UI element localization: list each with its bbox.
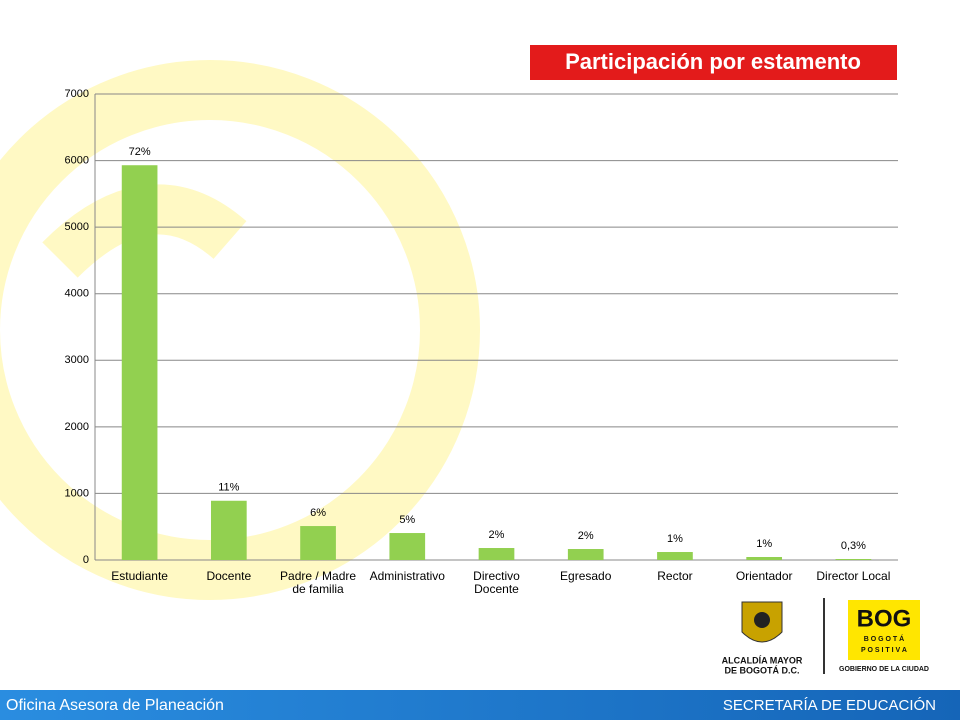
alcaldia-line: ALCALDÍA MAYOR (722, 655, 803, 665)
bar (567, 549, 604, 560)
data-label: 2% (489, 529, 505, 541)
bog-line: B O G O T Á (864, 634, 904, 643)
data-label: 1% (667, 533, 683, 545)
x-tick-label: Rector (657, 569, 692, 583)
x-tick-label: Director Local (816, 569, 890, 583)
data-label: 11% (218, 482, 239, 494)
footer-office: Oficina Asesora de Planeación (6, 697, 224, 714)
alcaldia-line: DE BOGOTÁ D.C. (724, 665, 799, 675)
data-label: 0,3% (841, 540, 866, 552)
bog: BOG (857, 605, 912, 632)
y-tick-label: 0 (83, 554, 89, 566)
logos: ALCALDÍA MAYOR DE BOGOTÁ D.C. BOG B O G … (722, 598, 929, 675)
x-tick-label: Docente (474, 582, 519, 596)
gobierno: GOBIERNO DE LA CIUDAD (839, 666, 929, 673)
bar (478, 548, 515, 560)
coat-eagle (754, 612, 770, 628)
x-tick-label: de familia (292, 582, 344, 596)
y-tick-label: 4000 (65, 288, 89, 300)
y-tick-label: 5000 (65, 221, 89, 233)
x-tick-label: Docente (206, 569, 251, 583)
bar (210, 500, 247, 560)
data-label: 72% (129, 146, 151, 158)
bar (835, 559, 872, 560)
data-label: 5% (399, 514, 415, 526)
bog-line: P O S I T I V A (861, 647, 907, 654)
x-tick-label: Egresado (560, 569, 612, 583)
y-tick-label: 7000 (65, 88, 89, 100)
x-tick-label: Padre / Madre (280, 569, 356, 583)
bog-box (848, 600, 920, 660)
y-tick-label: 2000 (65, 421, 89, 433)
bar (657, 552, 693, 560)
x-tick-label: Estudiante (111, 569, 168, 583)
bar (389, 533, 426, 560)
footer-bar (0, 690, 960, 720)
bar (121, 165, 158, 560)
data-label: 1% (756, 538, 772, 550)
title-box (530, 45, 897, 80)
x-tick-label: Orientador (736, 569, 793, 583)
footer-secretaria: SECRETARÍA DE EDUCACIÓN (723, 697, 936, 714)
x-tick-label: Directivo (473, 569, 520, 583)
data-label: 6% (310, 507, 326, 519)
x-tick-label: Administrativo (370, 569, 446, 583)
y-tick-label: 3000 (65, 354, 89, 366)
chart: 0 1000 2000 3000 4000 5000 6000 7000 Estudiante 7… (65, 88, 898, 596)
y-tick-label: 1000 (65, 487, 89, 499)
y-tick-label: 6000 (65, 154, 89, 166)
chart-title: Participación por estamento (565, 49, 861, 74)
bar (746, 557, 783, 560)
bar (300, 526, 336, 560)
data-label: 2% (578, 530, 594, 542)
